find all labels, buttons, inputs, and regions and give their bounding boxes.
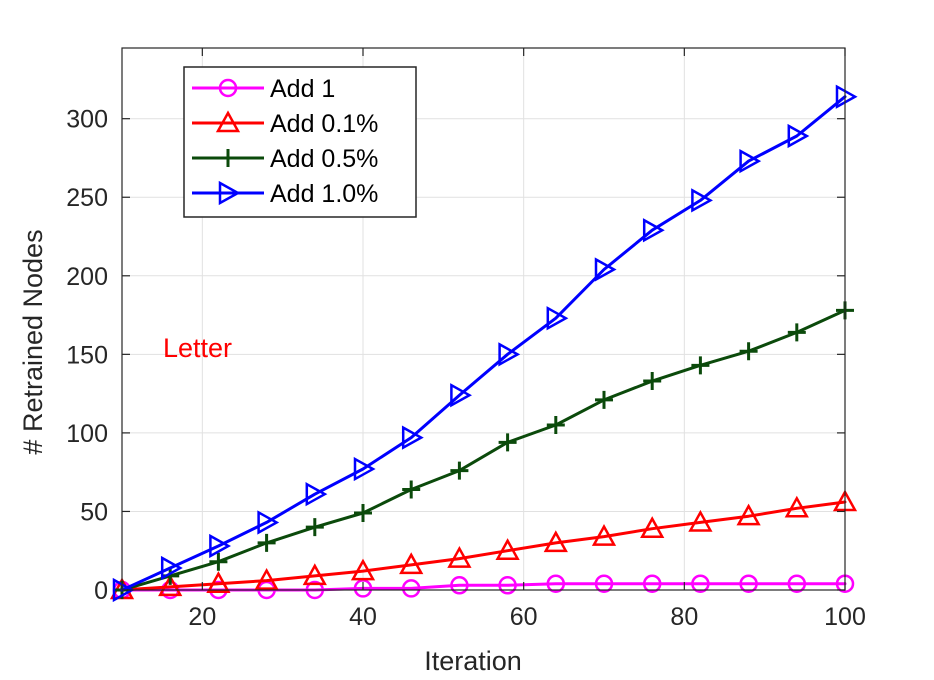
- legend-marker: [218, 78, 238, 98]
- data-point: [112, 577, 135, 603]
- data-point: [498, 342, 521, 367]
- x-axis-label: Iteration: [424, 646, 522, 676]
- legend-label: Add 0.5%: [270, 145, 378, 173]
- y-tick-label: 150: [66, 341, 108, 369]
- legend-marker: [218, 180, 241, 206]
- data-point: [784, 495, 809, 518]
- data-point: [257, 510, 280, 535]
- data-point: [305, 482, 328, 507]
- x-tick-label: 80: [670, 603, 698, 631]
- data-point: [399, 552, 424, 575]
- data-point: [642, 218, 665, 243]
- data-point: [642, 574, 662, 593]
- y-tick-label: 100: [66, 420, 108, 448]
- legend-item-3: Add 0.5%: [192, 145, 378, 173]
- legend-item-1: Add 1: [192, 75, 335, 103]
- data-point: [305, 518, 324, 537]
- legend-marker: [219, 149, 237, 167]
- legend-item-2: Add 0.1%: [192, 110, 378, 138]
- data-point: [594, 257, 617, 282]
- data-point: [691, 188, 713, 213]
- data-point: [739, 342, 758, 361]
- y-tick-label: 50: [80, 498, 108, 526]
- data-point: [209, 533, 231, 559]
- data-point: [787, 123, 810, 149]
- data-point: [787, 323, 806, 342]
- legend-label: Add 0.1%: [270, 110, 378, 138]
- data-point: [835, 84, 858, 109]
- data-point: [543, 530, 568, 553]
- chart-annotation: Letter: [163, 333, 232, 363]
- data-point: [643, 372, 662, 391]
- data-point: [302, 563, 327, 586]
- x-tick-label: 40: [349, 603, 377, 631]
- y-axis-label: # Retrained Nodes: [18, 229, 48, 454]
- data-point: [158, 574, 183, 597]
- data-point: [688, 509, 713, 532]
- data-point: [546, 416, 565, 435]
- data-point: [353, 456, 376, 482]
- data-point: [257, 533, 276, 552]
- plot-frame: [121, 47, 846, 591]
- data-point: [546, 306, 569, 331]
- data-point: [206, 571, 231, 593]
- y-tick-label: 300: [66, 106, 108, 134]
- series-line: [120, 95, 847, 592]
- data-point: [739, 148, 762, 174]
- data-point: [736, 503, 761, 526]
- data-point: [691, 356, 710, 375]
- x-tick-label: 20: [188, 603, 216, 631]
- data-point: [495, 538, 520, 560]
- data-point: [450, 576, 469, 595]
- y-tick-label: 250: [66, 184, 108, 212]
- data-point: [591, 524, 617, 546]
- series-4: [112, 84, 858, 603]
- data-point: [354, 504, 372, 523]
- data-point: [450, 383, 472, 408]
- series-2: [109, 489, 858, 600]
- data-point: [350, 558, 376, 581]
- series-line: [120, 500, 847, 592]
- data-point: [498, 576, 517, 595]
- data-point: [595, 390, 613, 409]
- data-point: [209, 552, 228, 571]
- axes: 20 40 60 80 100 0 50 100 150 200 250 300: [66, 47, 866, 631]
- legend-item-4: Add 1.0%: [192, 180, 378, 208]
- legend-marker: [215, 110, 241, 133]
- data-point: [691, 574, 710, 593]
- data-point: [787, 574, 807, 593]
- data-point: [546, 574, 566, 593]
- data-point: [739, 574, 758, 593]
- data-point: [450, 461, 469, 480]
- series-lines: [109, 84, 858, 603]
- legend-label: Add 1: [270, 75, 335, 103]
- data-point: [401, 579, 421, 598]
- data-point: [401, 425, 424, 450]
- data-point: [498, 433, 517, 452]
- legend-label: Add 1.0%: [270, 180, 378, 208]
- series-line: [120, 308, 847, 592]
- y-tick-label: 0: [94, 577, 108, 605]
- data-point: [254, 568, 279, 590]
- y-tick-label: 200: [66, 263, 108, 291]
- x-tick-label: 100: [824, 603, 866, 631]
- data-point: [402, 480, 421, 499]
- data-point: [640, 516, 665, 538]
- legend: Add 1 Add 0.1% Add 0.5% Add 1.0%: [183, 66, 417, 218]
- data-point: [447, 546, 472, 568]
- data-point: [353, 579, 373, 598]
- x-tick-label: 60: [510, 603, 538, 631]
- data-point: [594, 574, 614, 593]
- data-point: [160, 555, 183, 581]
